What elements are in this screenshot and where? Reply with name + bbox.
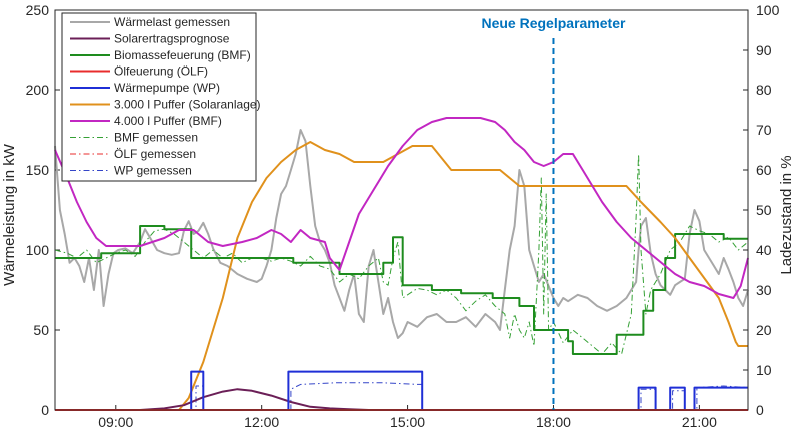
plot-frame [54, 9, 749, 411]
legend-label: Wärmepumpe (WP) [114, 81, 220, 95]
legend-label: Biomassefeuerung (BMF) [114, 48, 251, 62]
x-tick-label: 21:00 [682, 414, 717, 430]
series-line-7 [54, 153, 749, 355]
y-left-tick-label: 250 [26, 2, 50, 18]
y-right-tick-label: 50 [756, 202, 772, 218]
y-right-tick-label: 80 [756, 82, 772, 98]
legend-label: 3.000 l Puffer (Solaranlage) [114, 98, 261, 112]
legend-label: 4.000 l Puffer (BMF) [114, 114, 222, 128]
annotation-label: Neue Regelparameter [481, 15, 626, 31]
legend: Wärmelast gemessen Solarertragsprognose Bi… [61, 12, 261, 182]
y-right-tick-label: 0 [756, 402, 764, 418]
y-left-tick-label: 50 [33, 322, 49, 338]
y-axis-label-left: Wärmeleistung in kW [1, 143, 18, 286]
legend-label: Wärmelast gemessen [114, 15, 230, 29]
y-right-tick-label: 20 [756, 322, 772, 338]
series-line-1 [55, 388, 748, 411]
y-right-tick-label: 70 [756, 122, 772, 138]
y-left-tick-label: 100 [26, 242, 50, 258]
legend-box [61, 12, 257, 182]
series-line-0 [54, 129, 749, 339]
y-right-tick-label: 60 [756, 162, 772, 178]
x-tick-label: 18:00 [536, 414, 571, 430]
series-line-5 [55, 141, 748, 411]
y-right-tick-label: 100 [756, 2, 780, 18]
annotation-layer: Neue Regelparameter [481, 15, 626, 410]
legend-label: BMF gemessen [114, 131, 198, 145]
axis-ticks: 09:00 12:00 15:00 18:00 21:00050100150200250… [26, 2, 780, 430]
x-tick-label: 09:00 [98, 414, 133, 430]
series-line-6 [54, 117, 749, 299]
x-tick-label: 12:00 [244, 414, 279, 430]
y-left-tick-label: 150 [26, 162, 50, 178]
y-right-tick-label: 30 [756, 282, 772, 298]
y-left-tick-label: 200 [26, 82, 50, 98]
y-right-tick-label: 40 [756, 242, 772, 258]
y-right-tick-label: 10 [756, 362, 772, 378]
legend-items: Wärmelast gemessen Solarertragsprognose Bi… [70, 15, 261, 178]
y-axis-label-right: Ladezustand in % [778, 155, 795, 274]
x-tick-label: 15:00 [390, 414, 425, 430]
y-right-tick-label: 90 [756, 42, 772, 58]
legend-label: ÖLF gemessen [114, 147, 196, 161]
legend-label: Solarertragsprognose [114, 32, 230, 46]
legend-label: Ölfeuerung (ÖLF) [114, 65, 208, 79]
y-left-tick-label: 0 [41, 402, 49, 418]
series-line-4 [55, 370, 748, 411]
series-line-2 [55, 225, 748, 355]
legend-label: WP gemessen [114, 164, 192, 178]
